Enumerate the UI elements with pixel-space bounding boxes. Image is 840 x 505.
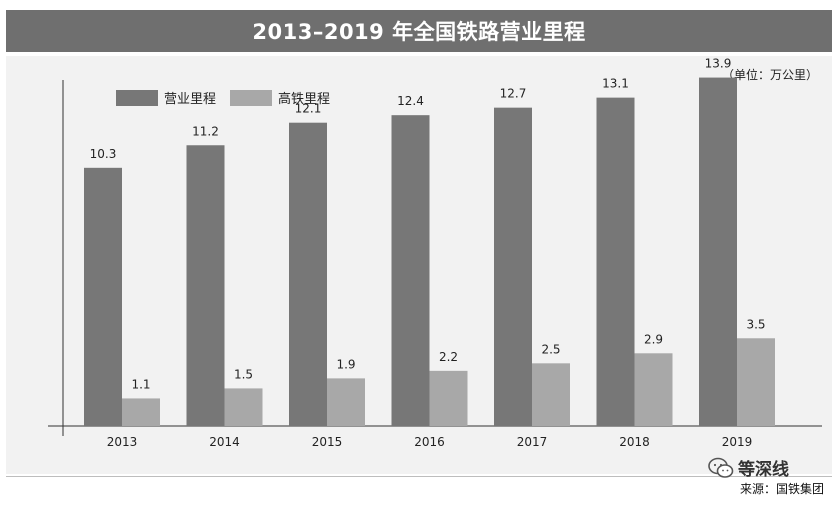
watermark-text: 等深线 [738, 460, 789, 480]
bottom-divider [6, 476, 832, 477]
data-label-series-2-2019: 3.5 [746, 317, 765, 331]
legend-label-series-2: 高铁里程 [278, 92, 331, 107]
data-label-series-2-2018: 2.9 [644, 332, 663, 346]
unit-label: （单位：万公里） [721, 68, 818, 82]
legend-item-series-2: 高铁里程 [230, 88, 330, 107]
bar-series-2-2019 [737, 338, 775, 426]
data-label-series-2-2015: 1.9 [336, 357, 355, 371]
bar-series-2-2013 [122, 398, 160, 426]
legend-swatch-series-2 [230, 89, 273, 106]
x-tick-label-2014: 2014 [209, 435, 240, 449]
chart-title-bar: 2013–2019 年全国铁路营业里程 [6, 10, 832, 52]
bar-series-2-2015 [327, 378, 365, 426]
data-label-series-2-2013: 1.1 [131, 377, 150, 391]
bar-series-2-2016 [429, 370, 468, 426]
bar-series-1-2015 [289, 122, 327, 427]
bar-series-2-2018 [634, 353, 673, 426]
chart-title: 2013–2019 年全国铁路营业里程 [252, 20, 586, 44]
data-label-series-1-2016: 12.4 [397, 94, 424, 108]
bar-series-1-2018 [596, 97, 635, 427]
bar-series-2-2017 [532, 363, 570, 426]
x-tick-label-2015: 2015 [312, 435, 343, 449]
data-label-series-2-2014: 1.5 [234, 367, 253, 381]
wechat-icon [708, 457, 734, 478]
data-label-series-1-2015: 12.1 [295, 102, 322, 116]
data-label-series-1-2013: 10.3 [90, 147, 117, 161]
x-tick-label-2017: 2017 [517, 435, 548, 449]
source-label: 来源：国铁集团 [740, 482, 825, 496]
data-label-series-1-2014: 11.2 [192, 124, 219, 138]
bar-series-1-2016 [391, 115, 430, 426]
bar-series-1-2019 [699, 77, 737, 426]
x-tick-label-2019: 2019 [722, 435, 753, 449]
legend-item-series-1: 营业里程 [116, 88, 216, 107]
x-tick-label-2016: 2016 [414, 435, 445, 449]
x-tick-label-2013: 2013 [107, 435, 138, 449]
bar-series-1-2014 [186, 145, 225, 426]
data-label-series-2-2017: 2.5 [541, 342, 560, 356]
data-label-series-1-2017: 12.7 [500, 87, 527, 101]
data-label-series-1-2019: 13.9 [705, 57, 732, 71]
bar-series-1-2017 [494, 107, 532, 427]
data-label-series-2-2016: 2.2 [439, 350, 458, 364]
bar-series-2-2014 [224, 388, 263, 426]
bar-series-1-2013 [84, 167, 122, 426]
legend-label-series-1: 营业里程 [164, 92, 217, 107]
legend: 营业里程 高铁里程 [116, 88, 344, 107]
legend-swatch-series-1 [116, 89, 158, 106]
x-tick-label-2018: 2018 [619, 435, 650, 449]
data-label-series-1-2018: 13.1 [602, 77, 629, 91]
